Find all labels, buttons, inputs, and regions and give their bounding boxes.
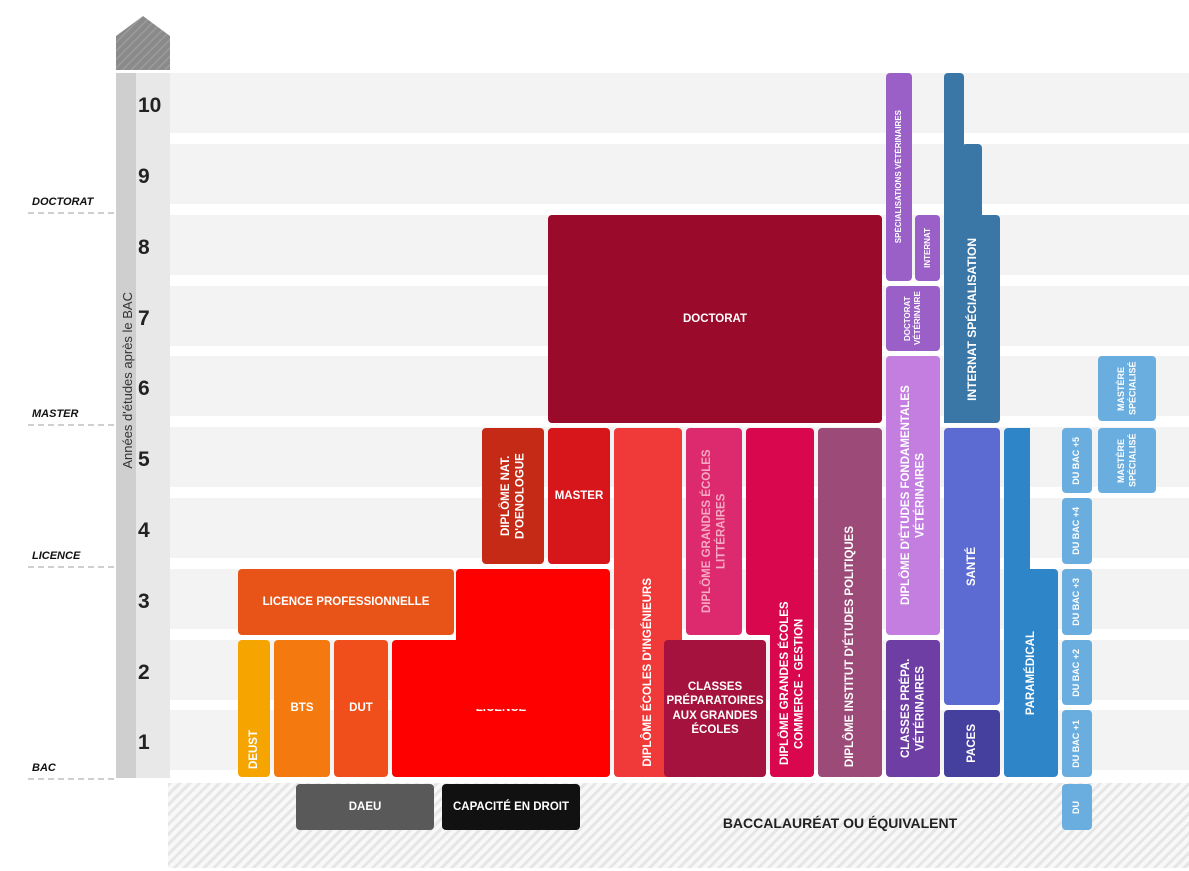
- year-label-6: 6: [138, 377, 150, 400]
- defv-block: DIPLÔME D'ÉTUDES FONDAMENTALES VÉTÉRINAI…: [886, 356, 940, 635]
- du-bac5-block: DU BAC +5: [1062, 428, 1092, 493]
- internat-veto-block: INTERNAT: [915, 215, 940, 281]
- year-label-7: 7: [138, 307, 150, 330]
- year-label-4: 4: [138, 519, 150, 542]
- axis-number-column: [136, 73, 170, 778]
- arrow-head-icon: [116, 16, 170, 70]
- year-label-9: 9: [138, 165, 150, 188]
- level-line-bac: [28, 778, 114, 780]
- litteraires-block: DIPLÔME GRANDES ÉCOLES LITTÉRAIRES: [686, 428, 742, 635]
- capacite-block: CAPACITÉ EN DROIT: [442, 784, 580, 830]
- deust-block: DEUST: [238, 640, 270, 777]
- level-line-master: [28, 424, 114, 426]
- level-label-licence: LICENCE: [32, 550, 81, 562]
- level-line-licence: [28, 566, 114, 568]
- level-label-master: MASTER: [32, 408, 79, 420]
- du-bac4-block: DU BAC +4: [1062, 498, 1092, 564]
- du-bac1-block: DU BAC +1: [1062, 710, 1092, 777]
- paramedical-block: PARAMÉDICAL: [1004, 569, 1058, 777]
- commerce-block: DIPLÔME GRANDES ÉCOLES COMMERCE - GESTIO…: [770, 600, 814, 777]
- oenologue-block: DIPLÔME NAT. D'OENOLOGUE: [482, 428, 544, 564]
- du-bac2-block: DU BAC +2: [1062, 640, 1092, 705]
- year-label-2: 2: [138, 661, 150, 684]
- bts-block: BTS: [274, 640, 330, 777]
- bac-base-label: BACCALAURÉAT OU ÉQUIVALENT: [722, 815, 958, 831]
- cpge-block: CLASSES PRÉPARATOIRES AUX GRANDES ÉCOLES: [664, 640, 766, 777]
- sante-block: SANTÉ: [944, 428, 1000, 705]
- du-base-block: DU: [1062, 784, 1092, 830]
- mastere-specialise-block-1: MASTÈRE SPÉCIALISÉ: [1098, 428, 1156, 493]
- year-label-1: 1: [138, 731, 150, 754]
- master-block: MASTER: [548, 428, 610, 564]
- year-band-10: [116, 73, 1189, 133]
- year-label-3: 3: [138, 590, 150, 613]
- specialisations-veto-block: SPÉCIALISATIONS VÉTÉRINAIRES: [886, 73, 912, 281]
- axis-title: Années d'études après le BAC: [119, 291, 135, 469]
- dut-block: DUT: [334, 640, 388, 777]
- year-label-10: 10: [138, 94, 162, 117]
- year-label-8: 8: [138, 236, 150, 259]
- internat-specialisation-block: INTERNAT SPÉCIALISATION: [944, 215, 1000, 423]
- prepa-veto-block: CLASSES PRÉPA. VÉTÉRINAIRES: [886, 640, 940, 777]
- axis-bar: [116, 73, 138, 778]
- level-label-bac: BAC: [32, 762, 56, 774]
- level-line-doctorat: [28, 212, 114, 214]
- year-band-9: [116, 144, 1189, 204]
- paces-block: PACES: [944, 710, 1000, 777]
- iep-block: DIPLÔME INSTITUT D'ÉTUDES POLITIQUES: [818, 428, 882, 777]
- licence-upper-block: [456, 569, 610, 709]
- mastere-specialise-block-2: MASTÈRE SPÉCIALISÉ: [1098, 356, 1156, 421]
- doctorat-veto-block: DOCTORAT VÉTÉRINAIRE: [886, 286, 940, 351]
- year-label-5: 5: [138, 448, 150, 471]
- level-label-doctorat: DOCTORAT: [32, 196, 94, 208]
- du-bac3-block: DU BAC +3: [1062, 569, 1092, 635]
- daeu-block: DAEU: [296, 784, 434, 830]
- doctorat-block: DOCTORAT: [548, 215, 882, 423]
- licence-pro-block: LICENCE PROFESSIONNELLE: [238, 569, 454, 635]
